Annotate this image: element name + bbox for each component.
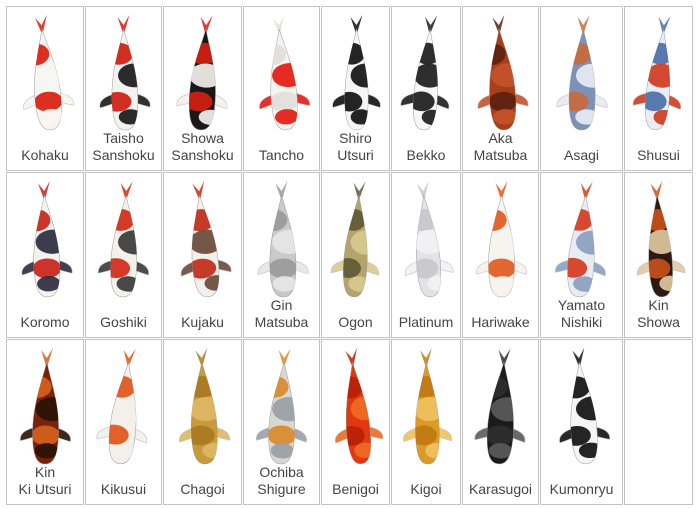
koi-card: Kin Showa: [624, 172, 693, 338]
koi-card: Aka Matsuba: [462, 6, 539, 171]
koi-variety-label: Goshiki: [100, 314, 147, 330]
koi-card: Ogon: [321, 172, 390, 338]
koi-fish-icon: [21, 180, 73, 298]
koi-card: Benigoi: [321, 339, 390, 505]
koi-fish-icon: [259, 14, 310, 131]
koi-fish-icon: [404, 180, 454, 298]
koi-card: Taisho Sanshoku: [85, 6, 162, 171]
koi-variety-label: Kujaku: [181, 314, 224, 330]
koi-card: Chagoi: [163, 339, 242, 505]
koi-variety-label: Karasugoi: [468, 481, 533, 497]
koi-variety-label: Kikusui: [100, 481, 147, 497]
koi-fish-icon: [400, 15, 450, 131]
koi-variety-label: Platinum: [398, 314, 454, 330]
koi-fish-icon: [176, 15, 228, 131]
koi-card: Kujaku: [163, 172, 242, 338]
koi-card: Kikusui: [85, 339, 162, 505]
koi-variety-label: Gin Matsuba: [254, 297, 309, 330]
koi-fish-icon: [556, 15, 608, 131]
koi-card: Shusui: [624, 6, 693, 171]
koi-variety-label: Chagoi: [180, 481, 225, 497]
koi-fish-icon: [180, 180, 232, 298]
koi-variety-label: Aka Matsuba: [473, 130, 528, 163]
koi-variety-label: Yamato Nishiki: [557, 297, 606, 330]
koi-fish-icon: [179, 347, 231, 465]
koi-card: Kigoi: [391, 339, 461, 505]
koi-variety-label: Kin Ki Utsuri: [18, 464, 72, 497]
koi-card: Platinum: [391, 172, 461, 338]
koi-fish-icon: [559, 347, 611, 465]
koi-fish-icon: [474, 348, 526, 465]
koi-variety-label: Shusui: [637, 147, 680, 163]
koi-variety-label: Hariwake: [471, 314, 530, 330]
koi-fish-icon: [632, 15, 682, 131]
koi-card: Yamato Nishiki: [540, 172, 623, 338]
koi-card: Hariwake: [462, 172, 539, 338]
koi-fish-icon: [96, 348, 148, 465]
koi-card: Koromo: [6, 172, 84, 338]
koi-variety-label: Asagi: [563, 147, 600, 163]
koi-variety-label: Tancho: [258, 147, 305, 163]
koi-card: Kohaku: [6, 6, 84, 171]
koi-fish-icon: [19, 348, 71, 465]
koi-card: Asagi: [540, 6, 623, 171]
koi-variety-label: Ogon: [338, 314, 373, 330]
koi-card: Ochiba Shigure: [243, 339, 320, 505]
koi-fish-icon: [23, 14, 74, 131]
koi-card: Tancho: [243, 6, 320, 171]
koi-card: Kin Ki Utsuri: [6, 339, 84, 505]
empty-cell: [624, 339, 693, 505]
koi-fish-icon: [334, 347, 384, 465]
koi-fish-icon: [97, 181, 149, 298]
koi-fish-icon: [99, 14, 151, 131]
koi-card: Goshiki: [85, 172, 162, 338]
koi-variety-label: Showa Sanshoku: [171, 130, 234, 163]
koi-card: Kumonryu: [540, 339, 623, 505]
koi-fish-icon: [554, 181, 606, 298]
koi-fish-icon: [476, 181, 527, 298]
koi-variety-label: Kohaku: [21, 147, 69, 163]
koi-card: Gin Matsuba: [243, 172, 320, 338]
koi-card: Bekko: [391, 6, 461, 171]
koi-fish-icon: [636, 180, 686, 298]
koi-card: Shiro Utsuri: [321, 6, 390, 171]
koi-card: Karasugoi: [462, 339, 539, 505]
koi-card: Showa Sanshoku: [163, 6, 242, 171]
koi-variety-label: Benigoi: [332, 481, 379, 497]
koi-variety-label: Kumonryu: [549, 481, 614, 497]
koi-variety-label: Kin Showa: [637, 297, 680, 330]
koi-variety-label: Bekko: [406, 147, 446, 163]
koi-fish-icon: [403, 347, 452, 465]
koi-fish-icon: [330, 181, 380, 298]
koi-variety-label: Kigoi: [410, 481, 442, 497]
koi-variety-label: Ochiba Shigure: [257, 464, 306, 497]
koi-fish-icon: [255, 348, 307, 465]
koi-variety-label: Koromo: [20, 314, 70, 330]
koi-fish-icon: [332, 15, 381, 131]
koi-variety-label: Taisho Sanshoku: [92, 130, 155, 163]
koi-fish-icon: [257, 180, 309, 298]
koi-fish-icon: [477, 14, 529, 131]
koi-variety-label: Shiro Utsuri: [337, 130, 374, 163]
